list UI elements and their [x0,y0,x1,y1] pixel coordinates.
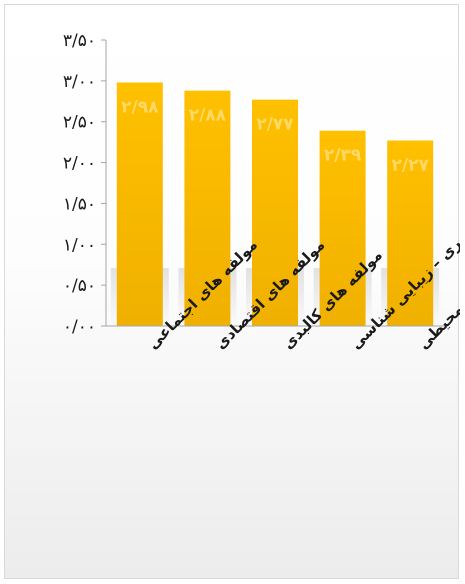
y-tick-label: ۲/۵۰ [63,113,96,133]
chart-frame: ۰/۰۰ ۰/۵۰ ۱/۰۰ ۱/۵۰ ۲/۰۰ ۲/۵۰ ۳/۰۰ ۳/۵۰ ۲/۹۸ ۲/۸… [4,4,460,579]
data-label: ۲/۲۷ [392,156,430,176]
y-tick-label: ۰/۵۰ [63,276,96,296]
data-label: ۲/۳۹ [324,146,362,166]
bar [184,90,231,326]
y-axis-ticks: ۰/۰۰ ۰/۵۰ ۱/۰۰ ۱/۵۰ ۲/۰۰ ۲/۵۰ ۳/۰۰ ۳/۵۰ [63,31,106,337]
y-tick-label: ۱/۵۰ [63,194,96,214]
data-label: ۲/۹۸ [121,97,159,117]
bars [116,82,434,327]
data-labels: ۲/۹۸ ۲/۸۸ ۲/۷۷ ۲/۳۹ ۲/۲۷ [121,97,429,175]
axes [105,40,444,327]
data-label: ۲/۷۷ [256,115,294,135]
bar-chart: ۰/۰۰ ۰/۵۰ ۱/۰۰ ۱/۵۰ ۲/۰۰ ۲/۵۰ ۳/۰۰ ۳/۵۰ ۲/۹۸ ۲/۸… [63,31,460,353]
bar [116,82,163,327]
y-tick-label: ۳/۵۰ [63,31,96,51]
bar [252,99,298,326]
bar [387,140,434,326]
y-tick-label: ۱/۰۰ [63,235,96,255]
y-tick-label: ۳/۰۰ [63,72,96,92]
y-tick-label: ۰/۰۰ [63,317,96,337]
y-tick-label: ۲/۰۰ [63,154,96,174]
data-label: ۲/۸۸ [189,106,227,126]
bar [319,130,366,326]
